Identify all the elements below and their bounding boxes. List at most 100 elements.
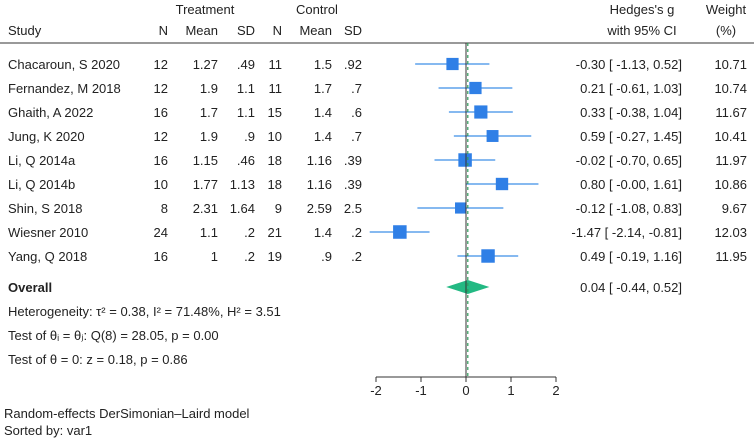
treatment-n: 8 bbox=[161, 201, 168, 216]
weight-text: 10.41 bbox=[714, 129, 747, 144]
weight-text: 10.71 bbox=[714, 57, 747, 72]
study-row: Chacaroun, S 2020 12 1.27 .49 11 1.5 .92 -0.30 … bbox=[8, 57, 747, 72]
study-row: Wiesner 2010 24 1.1 .2 21 1.4 .2 -1.47 [ -2.14,… bbox=[8, 225, 747, 240]
effect-marker bbox=[393, 225, 407, 239]
overall-ci-text: 0.04 [ -0.44, 0.52] bbox=[580, 280, 682, 295]
treatment-header: Treatment bbox=[176, 2, 235, 17]
study-name: Li, Q 2014b bbox=[8, 177, 75, 192]
effect-ci-text: 0.33 [ -0.38, 1.04] bbox=[580, 105, 682, 120]
control-mean-header: Mean bbox=[299, 23, 332, 38]
study-row: Ghaith, A 2022 16 1.7 1.1 15 1.4 .6 0.33 [ -0.3… bbox=[8, 105, 747, 120]
control-n: 21 bbox=[268, 225, 282, 240]
overall-section: Overall 0.04 [ -0.44, 0.52] Heterogeneit… bbox=[8, 280, 682, 367]
treatment-n: 16 bbox=[154, 153, 168, 168]
control-n: 9 bbox=[275, 201, 282, 216]
treatment-sd: 1.64 bbox=[230, 201, 255, 216]
study-name: Yang, Q 2018 bbox=[8, 249, 87, 264]
treatment-sd: .2 bbox=[244, 249, 255, 264]
weight-text: 11.95 bbox=[715, 249, 747, 264]
treatment-mean: 1.9 bbox=[200, 129, 218, 144]
study-name: Li, Q 2014a bbox=[8, 153, 76, 168]
treatment-sd: .46 bbox=[237, 153, 255, 168]
study-name: Chacaroun, S 2020 bbox=[8, 57, 120, 72]
study-row: Yang, Q 2018 16 1 .2 19 .9 .2 0.49 [ -0.19, 1.1… bbox=[8, 249, 747, 264]
treatment-sd: 1.13 bbox=[230, 177, 255, 192]
effect-marker bbox=[458, 153, 472, 167]
treatment-n: 12 bbox=[154, 57, 168, 72]
weight-header-line2: (%) bbox=[716, 23, 736, 38]
treatment-mean: 1.15 bbox=[193, 153, 218, 168]
effect-marker bbox=[469, 81, 482, 95]
study-row: Fernandez, M 2018 12 1.9 1.1 11 1.7 .7 0.21 [ -… bbox=[8, 81, 747, 96]
study-rows: Chacaroun, S 2020 12 1.27 .49 11 1.5 .92 -0.30 … bbox=[8, 57, 747, 264]
treatment-mean: 1.77 bbox=[193, 177, 218, 192]
control-sd: .2 bbox=[351, 225, 362, 240]
x-tick-label: -1 bbox=[415, 383, 427, 398]
control-mean: 1.4 bbox=[314, 129, 332, 144]
treatment-n: 10 bbox=[154, 177, 168, 192]
study-name: Shin, S 2018 bbox=[8, 201, 82, 216]
effect-marker bbox=[474, 105, 488, 119]
heterogeneity-text: Heterogeneity: τ² = 0.38, I² = 71.48%, H… bbox=[8, 304, 281, 319]
treatment-mean: 1.1 bbox=[200, 225, 218, 240]
control-sd: .39 bbox=[344, 177, 362, 192]
control-sd: .7 bbox=[351, 81, 362, 96]
treatment-sd-header: SD bbox=[237, 23, 255, 38]
control-sd: .6 bbox=[351, 105, 362, 120]
control-n-header: N bbox=[273, 23, 282, 38]
control-mean: 1.5 bbox=[314, 57, 332, 72]
study-row: Jung, K 2020 12 1.9 .9 10 1.4 .7 0.59 [ -0.27, … bbox=[8, 129, 747, 144]
weight-text: 10.74 bbox=[714, 81, 747, 96]
study-name: Ghaith, A 2022 bbox=[8, 105, 93, 120]
treatment-sd: 1.1 bbox=[237, 81, 255, 96]
control-n: 15 bbox=[268, 105, 282, 120]
control-sd: 2.5 bbox=[344, 201, 362, 216]
treatment-mean: 2.31 bbox=[193, 201, 218, 216]
treatment-n: 16 bbox=[154, 105, 168, 120]
treatment-n: 12 bbox=[154, 129, 168, 144]
table-header: Treatment Control Study N Mean SD N Mean… bbox=[0, 2, 754, 44]
control-n: 19 bbox=[268, 249, 282, 264]
treatment-sd: 1.1 bbox=[237, 105, 255, 120]
effect-marker bbox=[446, 57, 459, 71]
effect-ci-text: 0.49 [ -0.19, 1.16] bbox=[580, 249, 682, 264]
x-tick-label: -2 bbox=[370, 383, 382, 398]
treatment-mean: 1.27 bbox=[193, 57, 218, 72]
weight-header-line1: Weight bbox=[706, 2, 747, 17]
control-n: 11 bbox=[269, 57, 283, 72]
control-sd-header: SD bbox=[344, 23, 362, 38]
x-tick-label: 2 bbox=[552, 383, 559, 398]
effect-ci-text: 0.59 [ -0.27, 1.45] bbox=[580, 129, 682, 144]
control-sd: .92 bbox=[344, 57, 362, 72]
treatment-mean: 1.7 bbox=[200, 105, 218, 120]
test-theta-i-text: Test of θᵢ = θⱼ: Q(8) = 28.05, p = 0.00 bbox=[8, 328, 219, 343]
overall-label: Overall bbox=[8, 280, 52, 295]
treatment-n: 16 bbox=[154, 249, 168, 264]
effect-ci-text: -0.12 [ -1.08, 0.83] bbox=[576, 201, 682, 216]
control-sd: .7 bbox=[351, 129, 362, 144]
overall-diamond bbox=[446, 280, 490, 294]
treatment-sd: .2 bbox=[244, 225, 255, 240]
weight-text: 11.67 bbox=[715, 105, 747, 120]
study-name: Fernandez, M 2018 bbox=[8, 81, 121, 96]
effect-header-line2: with 95% CI bbox=[606, 23, 676, 38]
control-mean: 2.59 bbox=[307, 201, 332, 216]
control-mean: 1.4 bbox=[314, 225, 332, 240]
weight-text: 11.97 bbox=[715, 153, 747, 168]
x-tick-label: 1 bbox=[507, 383, 514, 398]
control-sd: .39 bbox=[344, 153, 362, 168]
footer-model-text: Random-effects DerSimonian–Laird model bbox=[4, 406, 250, 421]
treatment-mean-header: Mean bbox=[185, 23, 218, 38]
effect-ci-text: -0.30 [ -1.13, 0.52] bbox=[576, 57, 682, 72]
control-n: 10 bbox=[268, 129, 282, 144]
treatment-mean: 1.9 bbox=[200, 81, 218, 96]
x-axis: -2 -1 0 1 2 bbox=[370, 376, 560, 398]
treatment-sd: .49 bbox=[237, 57, 255, 72]
control-mean: 1.7 bbox=[314, 81, 332, 96]
study-name: Jung, K 2020 bbox=[8, 129, 85, 144]
footer-sort-text: Sorted by: var1 bbox=[4, 423, 92, 438]
test-theta-0-text: Test of θ = 0: z = 0.18, p = 0.86 bbox=[8, 352, 188, 367]
effect-header-line1: Hedges's g bbox=[610, 2, 675, 17]
control-sd: .2 bbox=[351, 249, 362, 264]
effect-ci-text: -0.02 [ -0.70, 0.65] bbox=[576, 153, 682, 168]
